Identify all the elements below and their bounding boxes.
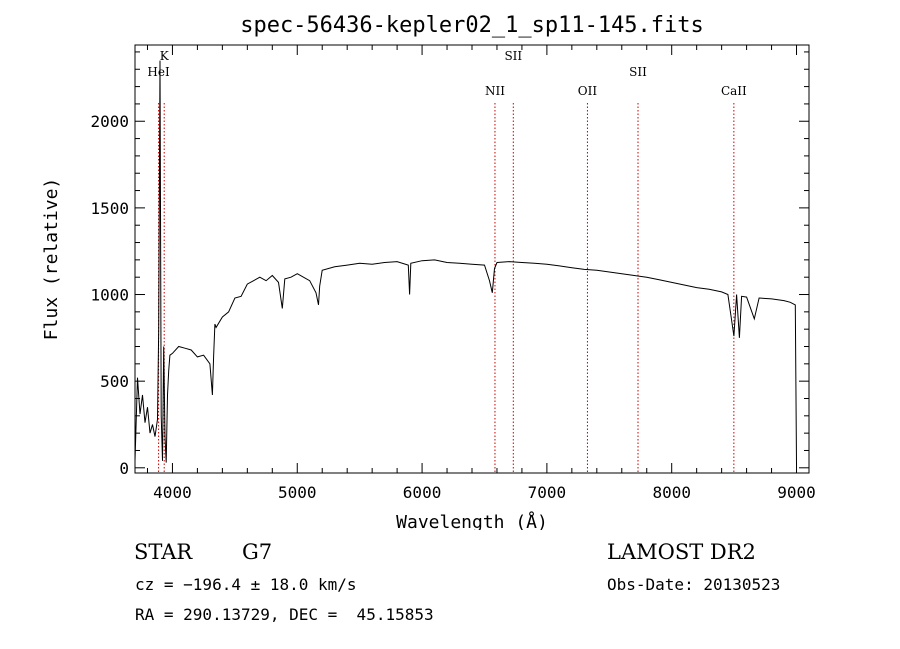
y-tick-label: 500 [100, 372, 129, 391]
x-tick-label: 6000 [403, 483, 442, 502]
line-markers: K HeI SII NII OII SII CaII [147, 49, 747, 473]
line-marker-label: SII [629, 65, 647, 79]
object-class: STAR [134, 540, 193, 564]
x-axis: 4000 5000 6000 7000 8000 9000 [146, 45, 816, 502]
x-tick-label: 8000 [652, 483, 691, 502]
line-marker-label: K [160, 49, 170, 63]
line-marker-label: OII [578, 84, 598, 98]
plot-frame [134, 44, 810, 474]
x-tick-label: 7000 [528, 483, 567, 502]
x-axis-label: Wavelength (Å) [396, 511, 548, 530]
x-tick-label: 5000 [278, 483, 317, 502]
line-marker-label: CaII [721, 84, 747, 98]
line-marker-label: HeI [147, 65, 170, 79]
redshift-line: cz = −196.4 ± 18.0 km/s [135, 575, 357, 594]
coordinates-line: RA = 290.13729, DEC = 45.15853 [135, 605, 434, 624]
x-tick-label: 9000 [777, 483, 816, 502]
y-tick-label: 0 [119, 459, 129, 478]
spectrum-line [134, 60, 797, 465]
y-axis: 0 500 1000 1500 2000 [90, 51, 809, 478]
spectrum-chart: spec-56436-kepler02_1_sp11-145.fits K HeI… [41, 13, 816, 530]
survey-name: LAMOST DR2 [607, 540, 756, 564]
line-marker-label: SII [504, 49, 522, 63]
y-tick-label: 2000 [90, 112, 129, 131]
x-tick-label: 4000 [153, 483, 192, 502]
y-axis-label: Flux (relative) [41, 178, 62, 341]
y-tick-label: 1500 [90, 199, 129, 218]
obs-date: Obs-Date: 20130523 [607, 575, 781, 594]
line-marker-label: NII [485, 84, 505, 98]
y-tick-label: 1000 [90, 286, 129, 305]
chart-title: spec-56436-kepler02_1_sp11-145.fits [240, 13, 704, 38]
object-subclass: G7 [242, 540, 273, 564]
